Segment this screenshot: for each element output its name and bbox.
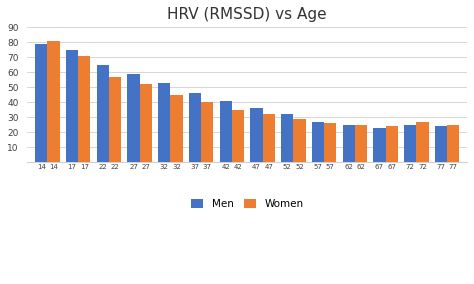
Bar	[219, 101, 232, 162]
Bar	[250, 108, 263, 162]
Bar	[140, 84, 152, 162]
Bar	[312, 122, 324, 162]
Title: HRV (RMSSD) vs Age: HRV (RMSSD) vs Age	[167, 7, 327, 22]
Bar	[293, 119, 306, 162]
Bar	[47, 41, 60, 162]
Bar	[201, 102, 213, 162]
Bar	[343, 125, 355, 162]
Bar	[385, 126, 398, 162]
Bar	[447, 125, 459, 162]
Legend: Men, Women: Men, Women	[187, 195, 308, 213]
Bar	[355, 125, 367, 162]
Bar	[78, 56, 91, 162]
Bar	[35, 44, 47, 162]
Bar	[109, 77, 121, 162]
Bar	[97, 65, 109, 162]
Bar	[158, 83, 171, 162]
Bar	[281, 114, 293, 162]
Bar	[435, 126, 447, 162]
Bar	[128, 74, 140, 162]
Bar	[66, 50, 78, 162]
Bar	[171, 95, 182, 162]
Bar	[404, 125, 416, 162]
Bar	[324, 123, 337, 162]
Bar	[374, 128, 385, 162]
Bar	[189, 93, 201, 162]
Bar	[263, 114, 275, 162]
Bar	[416, 122, 428, 162]
Bar	[232, 110, 244, 162]
